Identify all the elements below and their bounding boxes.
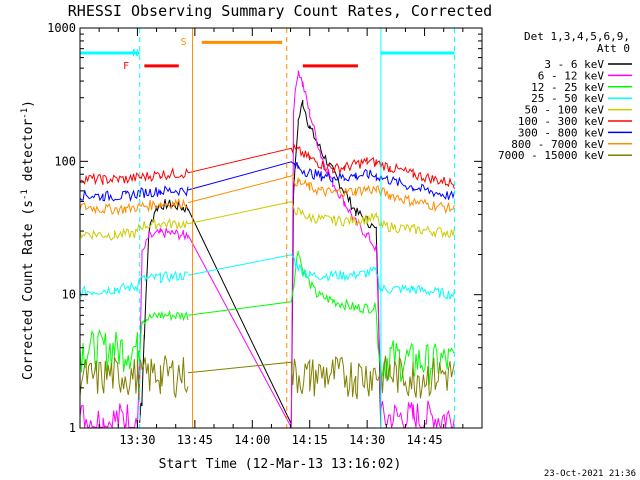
x-tick-label: 14:15 <box>292 433 328 447</box>
series-line-12-25-kev <box>79 250 455 386</box>
flag-letter-f: F <box>123 61 129 72</box>
plot-area: S NF <box>79 27 483 430</box>
y-tick-label: 10 <box>62 288 76 302</box>
series-line-300-800-kev <box>79 161 455 203</box>
legend-label-6: 300 - 800 keV <box>518 126 604 139</box>
series-line-50-100-kev <box>79 201 455 241</box>
x-tick-label: 13:30 <box>119 433 155 447</box>
y-axis-label-sup1: -1 <box>20 189 30 200</box>
series-line-25-50-kev <box>79 254 455 301</box>
legend-label-4: 50 - 100 keV <box>525 104 605 117</box>
y-axis-label-mid: detector <box>21 119 36 190</box>
x-tick-label: 14:30 <box>349 433 385 447</box>
timestamp: 23-Oct-2021 21:36 <box>544 469 636 479</box>
y-axis-label-sup2: -1 <box>20 108 30 119</box>
chart-title: RHESSI Observing Summary Count Rates, Co… <box>68 2 492 20</box>
x-tick-label: 14:00 <box>234 433 270 447</box>
x-tick-label: 13:45 <box>177 433 213 447</box>
x-tick-label: 14:45 <box>407 433 443 447</box>
y-axis-label: Corrected Count Rate (s-1 detector-1) <box>20 100 36 380</box>
legend-label-8: 7000 - 15000 keV <box>498 149 604 162</box>
legend-label-5: 100 - 300 keV <box>518 115 604 128</box>
y-tick-label: 1 <box>69 421 76 435</box>
series-line-800-7000-kev <box>79 173 455 216</box>
legend-label-1: 6 - 12 keV <box>538 69 605 82</box>
y-axis: 1 10 100 1000 <box>47 21 482 435</box>
series-line-6-12-kev <box>79 70 455 430</box>
legend-label-7: 800 - 7000 keV <box>511 138 604 151</box>
series-line-7000-15000-kev <box>79 355 455 400</box>
y-tick-label: 1000 <box>47 21 76 35</box>
flag-letter-n: N <box>132 48 138 59</box>
x-axis: 13:30 13:45 14:00 14:15 14:30 14:45 <box>79 28 483 447</box>
x-axis-label: Start Time (12-Mar-13 13:16:02) <box>159 457 402 472</box>
legend-label-0: 3 - 6 keV <box>544 58 604 71</box>
legend-label-2: 12 - 25 keV <box>531 81 604 94</box>
legend-label-3: 25 - 50 keV <box>531 92 604 105</box>
legend-header-1: Det 1,3,4,5,6,9, <box>524 30 630 43</box>
y-axis-label-end: ) <box>21 100 36 108</box>
y-tick-label: 100 <box>54 154 76 168</box>
flag-letter-s: S <box>181 37 187 48</box>
legend-header-2: Att 0 <box>597 42 630 55</box>
plot-frame <box>79 27 483 429</box>
y-axis-label-main: Corrected Count Rate (s <box>21 200 36 380</box>
series-line-100-300-kev <box>79 143 455 190</box>
